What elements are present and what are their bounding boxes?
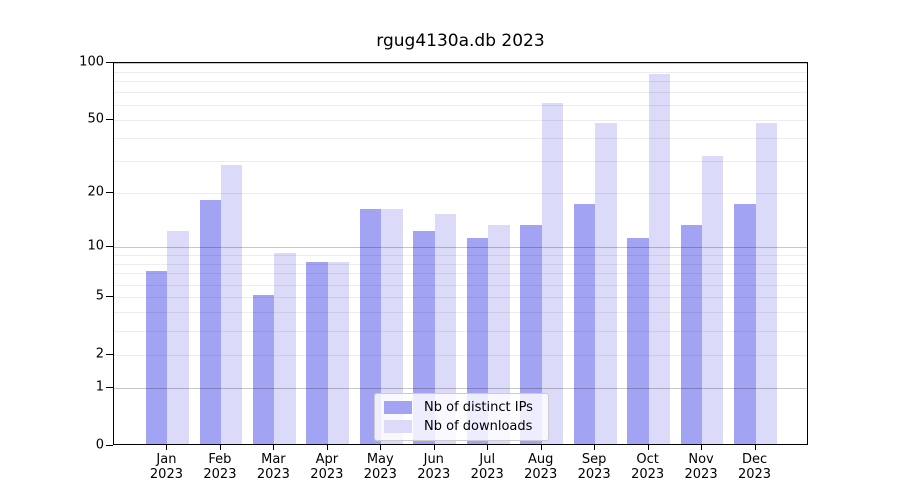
gridline: [114, 104, 807, 106]
x-tick-label: Dec 2023: [737, 452, 772, 483]
gridline: [114, 63, 807, 64]
x-tick-label: Jun 2023: [417, 452, 451, 483]
chart-title: rgug4130a.db 2023: [376, 31, 545, 51]
y-tick-mark: [106, 62, 113, 63]
y-tick-label: 5: [95, 288, 104, 304]
bar-distinct-ips-nov: [680, 225, 703, 444]
x-tick-label: Nov 2023: [684, 452, 718, 483]
x-tick-mark: [219, 445, 221, 450]
y-tick-label: 2: [95, 346, 104, 362]
y-tick-mark: [106, 118, 113, 120]
x-tick-label: Jan 2023: [149, 452, 183, 483]
x-tick-mark: [701, 445, 703, 450]
legend-item-downloads: Nb of downloads: [384, 419, 539, 434]
x-tick-mark: [380, 445, 382, 450]
legend-swatch-distinct-ips-icon: [384, 401, 412, 414]
bar-downloads-jul: [488, 225, 510, 444]
y-tick-mark: [106, 192, 113, 194]
bar-downloads-dec: [755, 122, 777, 444]
bar-downloads-aug: [541, 102, 564, 444]
bar-downloads-may: [381, 208, 403, 444]
bar-distinct-ips-may: [359, 208, 382, 444]
y-tick-label: 50: [87, 111, 104, 127]
y-tick-mark: [106, 353, 113, 355]
bar-distinct-ips-sep: [573, 204, 596, 444]
x-tick-label: Sep 2023: [577, 452, 611, 483]
y-tick-label: 100: [79, 54, 104, 70]
y-tick-mark: [106, 387, 113, 389]
gridline: [114, 81, 807, 83]
bar-distinct-ips-mar: [253, 295, 275, 444]
gridline: [114, 137, 807, 139]
legend-label-distinct-ips: Nb of distinct IPs: [424, 400, 533, 415]
x-tick-mark: [540, 445, 542, 450]
y-tick-mark: [106, 296, 113, 298]
plot-area: [113, 62, 808, 445]
bar-distinct-ips-jan: [146, 271, 168, 444]
x-tick-label: May 2023: [363, 452, 397, 483]
x-tick-mark: [433, 445, 435, 450]
legend-item-distinct-ips: Nb of distinct IPs: [384, 400, 539, 415]
y-tick-label: 20: [87, 184, 104, 200]
y-tick-label: 10: [87, 238, 104, 254]
bar-downloads-oct: [648, 74, 670, 444]
bar-distinct-ips-apr: [306, 261, 328, 444]
x-tick-label: Apr 2023: [310, 452, 344, 483]
x-tick-label: Mar 2023: [256, 452, 290, 483]
x-tick-mark: [273, 445, 275, 450]
x-tick-mark: [754, 445, 756, 450]
x-tick-mark: [166, 445, 168, 450]
bar-downloads-feb: [220, 164, 243, 444]
legend-swatch-downloads-icon: [384, 420, 412, 433]
bar-distinct-ips-aug: [520, 225, 542, 444]
gridline: [114, 119, 807, 121]
y-tick-label: 0: [95, 437, 104, 453]
x-tick-mark: [647, 445, 649, 450]
y-tick-label: 1: [95, 379, 104, 395]
bar-distinct-ips-jul: [466, 237, 489, 444]
gridline: [114, 71, 807, 73]
x-tick-label: Jul 2023: [470, 452, 504, 483]
x-tick-label: Aug 2023: [524, 452, 558, 483]
bar-downloads-mar: [274, 252, 296, 444]
bar-downloads-sep: [595, 122, 617, 444]
x-tick-label: Feb 2023: [203, 452, 237, 483]
x-tick-mark: [487, 445, 489, 450]
legend: Nb of distinct IPs Nb of downloads: [374, 393, 549, 441]
bar-downloads-jan: [167, 231, 189, 444]
y-tick-mark: [106, 246, 113, 247]
x-tick-label: Oct 2023: [631, 452, 665, 483]
bar-downloads-jun: [434, 213, 457, 444]
bar-distinct-ips-oct: [627, 237, 649, 444]
legend-label-downloads: Nb of downloads: [424, 419, 533, 434]
bar-downloads-apr: [327, 261, 350, 444]
bar-distinct-ips-feb: [199, 199, 221, 444]
x-tick-mark: [326, 445, 328, 450]
gridline: [114, 92, 807, 94]
bar-downloads-nov: [702, 156, 724, 444]
bar-distinct-ips-jun: [413, 231, 435, 444]
y-tick-mark: [106, 445, 113, 446]
bar-distinct-ips-dec: [734, 204, 756, 444]
x-tick-mark: [594, 445, 596, 450]
